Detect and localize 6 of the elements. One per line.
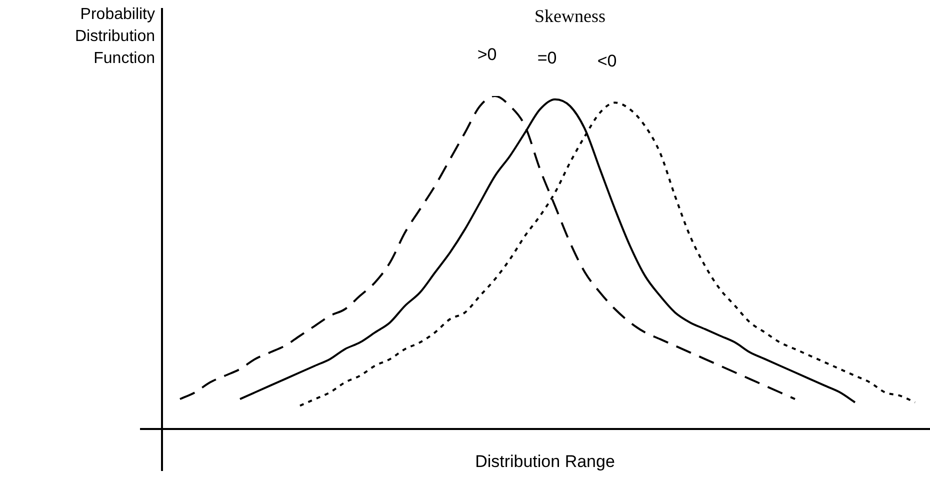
series-label: >0 bbox=[477, 45, 497, 64]
series-label: <0 bbox=[597, 52, 617, 71]
y-axis-title: Probability Distribution Function bbox=[74, 5, 155, 69]
x-axis-title: Distribution Range bbox=[474, 452, 616, 472]
series-label: =0 bbox=[537, 48, 557, 68]
chart-title: Skewness bbox=[534, 6, 606, 27]
